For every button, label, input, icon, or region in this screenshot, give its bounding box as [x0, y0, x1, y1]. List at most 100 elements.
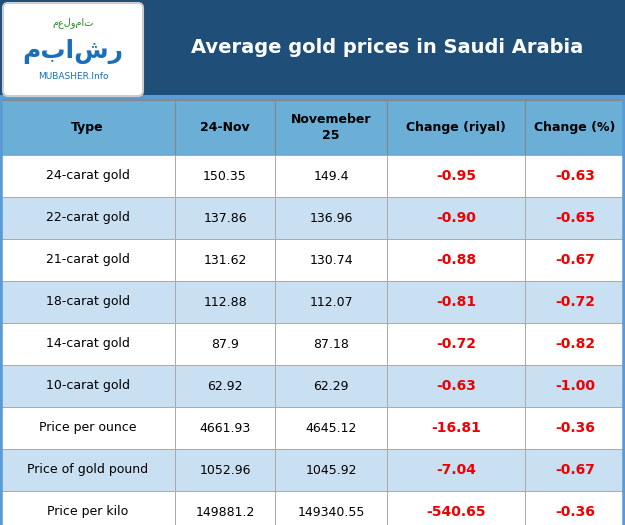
- Text: 62.92: 62.92: [208, 380, 242, 393]
- Text: Type: Type: [71, 121, 104, 134]
- Bar: [0, 197, 175, 239]
- Text: Change (riyal): Change (riyal): [406, 121, 506, 134]
- Text: -16.81: -16.81: [431, 421, 481, 435]
- Bar: [0, 0, 625, 95]
- Text: -0.65: -0.65: [555, 211, 595, 225]
- Bar: [175, 100, 275, 155]
- Text: 24-Nov: 24-Nov: [200, 121, 250, 134]
- Text: 149881.2: 149881.2: [195, 506, 255, 519]
- Text: MUBASHER.Info: MUBASHER.Info: [38, 71, 108, 80]
- Bar: [525, 281, 625, 323]
- FancyBboxPatch shape: [3, 3, 143, 96]
- Bar: [387, 365, 525, 407]
- Text: 137.86: 137.86: [203, 212, 247, 225]
- Text: 149.4: 149.4: [313, 170, 349, 183]
- Text: 87.9: 87.9: [211, 338, 239, 351]
- Bar: [275, 155, 387, 197]
- Bar: [275, 197, 387, 239]
- Text: 130.74: 130.74: [309, 254, 352, 267]
- Bar: [525, 197, 625, 239]
- Bar: [0, 100, 625, 525]
- Bar: [0, 155, 175, 197]
- Bar: [0, 407, 175, 449]
- Text: 112.07: 112.07: [309, 296, 352, 309]
- Text: -0.95: -0.95: [436, 169, 476, 183]
- Text: -0.88: -0.88: [436, 253, 476, 267]
- Text: 136.96: 136.96: [309, 212, 352, 225]
- Bar: [275, 281, 387, 323]
- Text: 22-carat gold: 22-carat gold: [46, 212, 129, 225]
- Bar: [0, 100, 175, 155]
- Text: Price per kilo: Price per kilo: [47, 506, 128, 519]
- Text: 4645.12: 4645.12: [306, 422, 357, 435]
- Text: -0.67: -0.67: [555, 253, 595, 267]
- Bar: [275, 239, 387, 281]
- Bar: [0, 491, 175, 525]
- Bar: [175, 407, 275, 449]
- Text: -0.72: -0.72: [436, 337, 476, 351]
- Bar: [525, 100, 625, 155]
- Bar: [175, 197, 275, 239]
- Bar: [175, 281, 275, 323]
- Text: Average gold prices in Saudi Arabia: Average gold prices in Saudi Arabia: [191, 38, 584, 57]
- Text: -0.72: -0.72: [555, 295, 595, 309]
- Text: -0.67: -0.67: [555, 463, 595, 477]
- Bar: [275, 100, 387, 155]
- Text: 149340.55: 149340.55: [298, 506, 365, 519]
- Bar: [275, 449, 387, 491]
- Bar: [175, 323, 275, 365]
- Bar: [0, 449, 175, 491]
- Bar: [0, 281, 175, 323]
- Bar: [525, 365, 625, 407]
- Bar: [0, 239, 175, 281]
- Bar: [525, 491, 625, 525]
- Text: 4661.93: 4661.93: [199, 422, 251, 435]
- Text: Change (%): Change (%): [534, 121, 616, 134]
- Text: 1045.92: 1045.92: [305, 464, 357, 477]
- Text: 21-carat gold: 21-carat gold: [46, 254, 129, 267]
- Bar: [387, 197, 525, 239]
- Text: -0.81: -0.81: [436, 295, 476, 309]
- Text: 62.29: 62.29: [313, 380, 349, 393]
- Bar: [0, 365, 175, 407]
- Bar: [387, 449, 525, 491]
- Text: 18-carat gold: 18-carat gold: [46, 296, 129, 309]
- Bar: [387, 281, 525, 323]
- Bar: [175, 155, 275, 197]
- Text: Price of gold pound: Price of gold pound: [27, 464, 148, 477]
- Bar: [175, 491, 275, 525]
- Text: 112.88: 112.88: [203, 296, 247, 309]
- Bar: [387, 323, 525, 365]
- Bar: [525, 449, 625, 491]
- Bar: [387, 100, 525, 155]
- Text: -0.36: -0.36: [555, 505, 595, 519]
- Bar: [525, 155, 625, 197]
- Text: 150.35: 150.35: [203, 170, 247, 183]
- Text: 1052.96: 1052.96: [199, 464, 251, 477]
- Text: -7.04: -7.04: [436, 463, 476, 477]
- Bar: [0, 323, 175, 365]
- Text: -1.00: -1.00: [555, 379, 595, 393]
- Bar: [525, 239, 625, 281]
- Bar: [525, 323, 625, 365]
- Text: -540.65: -540.65: [426, 505, 486, 519]
- Text: مباشر: مباشر: [22, 39, 124, 64]
- Bar: [387, 491, 525, 525]
- Bar: [175, 449, 275, 491]
- Text: 131.62: 131.62: [203, 254, 247, 267]
- Text: 14-carat gold: 14-carat gold: [46, 338, 129, 351]
- Text: -0.63: -0.63: [555, 169, 595, 183]
- Text: معلومات: معلومات: [52, 17, 94, 28]
- Text: Novemeber
25: Novemeber 25: [291, 113, 371, 142]
- Bar: [175, 239, 275, 281]
- Text: -0.82: -0.82: [555, 337, 595, 351]
- Bar: [175, 365, 275, 407]
- Text: -0.36: -0.36: [555, 421, 595, 435]
- Bar: [275, 407, 387, 449]
- Bar: [275, 323, 387, 365]
- Text: -0.63: -0.63: [436, 379, 476, 393]
- Bar: [525, 407, 625, 449]
- Text: -0.90: -0.90: [436, 211, 476, 225]
- Bar: [275, 491, 387, 525]
- Bar: [387, 155, 525, 197]
